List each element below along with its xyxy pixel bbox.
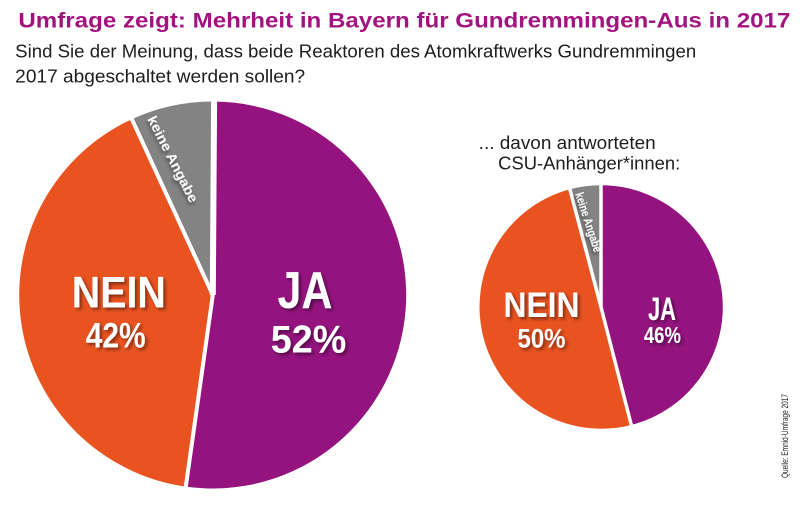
svg-text:50%: 50% bbox=[518, 324, 566, 354]
svg-text:... davon antworteten: ... davon antworteten bbox=[479, 133, 656, 153]
svg-text:42%: 42% bbox=[86, 316, 146, 355]
svg-text:JA: JA bbox=[648, 291, 676, 327]
svg-text:Sind Sie der Meinung, dass bei: Sind Sie der Meinung, dass beide Reaktor… bbox=[15, 42, 696, 62]
svg-text:CSU-Anhänger*innen:: CSU-Anhänger*innen: bbox=[498, 154, 680, 174]
svg-text:Umfrage zeigt: Mehrheit in Bay: Umfrage zeigt: Mehrheit in Bayern für Gu… bbox=[18, 9, 790, 33]
svg-text:NEIN: NEIN bbox=[72, 269, 166, 318]
svg-text:2017 abgeschaltet werden solle: 2017 abgeschaltet werden sollen? bbox=[15, 67, 305, 87]
svg-text:Quelle: Emnid-Umfrage 2017: Quelle: Emnid-Umfrage 2017 bbox=[780, 394, 791, 478]
svg-text:46%: 46% bbox=[644, 322, 681, 348]
svg-text:NEIN: NEIN bbox=[504, 285, 580, 325]
svg-text:52%: 52% bbox=[271, 319, 347, 362]
svg-text:JA: JA bbox=[278, 262, 333, 320]
